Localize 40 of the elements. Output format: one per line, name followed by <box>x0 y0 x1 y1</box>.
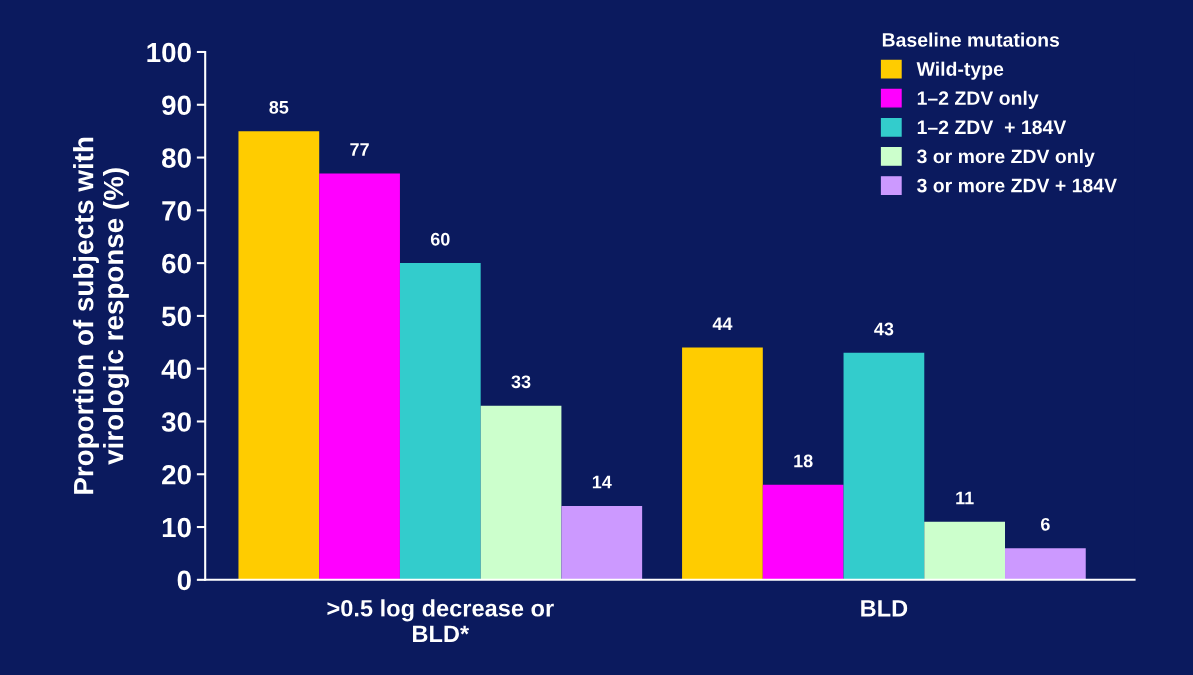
legend-label: Wild-type <box>916 61 1004 80</box>
y-tick-label: 60 <box>162 253 191 274</box>
bar <box>924 521 1006 580</box>
data-label: 11 <box>956 491 974 505</box>
bar <box>762 484 844 580</box>
bar <box>480 405 562 580</box>
legend-label: 1–2 ZDV only <box>917 90 1039 109</box>
bar <box>843 352 925 580</box>
data-label: 18 <box>794 454 813 468</box>
data-label: 14 <box>592 475 612 489</box>
bar <box>319 173 400 580</box>
x-tick-label: BLD <box>861 600 908 617</box>
data-label: 60 <box>430 232 450 246</box>
data-label: 77 <box>350 143 369 156</box>
y-tick-label: 30 <box>161 412 191 432</box>
y-axis-title: Proportion of subjects with virologic response (%) <box>73 137 129 494</box>
y-tick-label: 50 <box>161 306 191 327</box>
bar <box>238 131 320 580</box>
y-tick-label: 90 <box>162 95 191 116</box>
y-tick-label: 20 <box>162 464 191 485</box>
data-label: 85 <box>269 100 289 114</box>
bar <box>682 347 763 580</box>
bar <box>1005 548 1086 580</box>
data-label: 44 <box>712 317 733 330</box>
y-tick-label: 80 <box>161 148 191 168</box>
legend-label: 3 or more ZDV + 184V <box>917 178 1117 193</box>
data-label: 6 <box>1041 517 1050 531</box>
y-tick-label: 10 <box>162 517 191 538</box>
bar <box>561 505 643 580</box>
y-tick-label: 100 <box>147 42 191 63</box>
legend-title: Baseline mutations <box>882 32 1060 47</box>
bar <box>399 263 481 580</box>
y-tick-label: 0 <box>177 570 191 591</box>
y-tick-label: 70 <box>162 201 191 221</box>
legend-label: 3 or more ZDV only <box>917 149 1095 168</box>
legend-label: 1–2 ZDV + 184V <box>917 120 1067 135</box>
x-tick-label: >0.5 log decrease or BLD* <box>327 599 554 642</box>
data-label: 33 <box>511 375 531 389</box>
y-tick-label: 40 <box>161 359 191 380</box>
data-label: 43 <box>874 322 894 336</box>
